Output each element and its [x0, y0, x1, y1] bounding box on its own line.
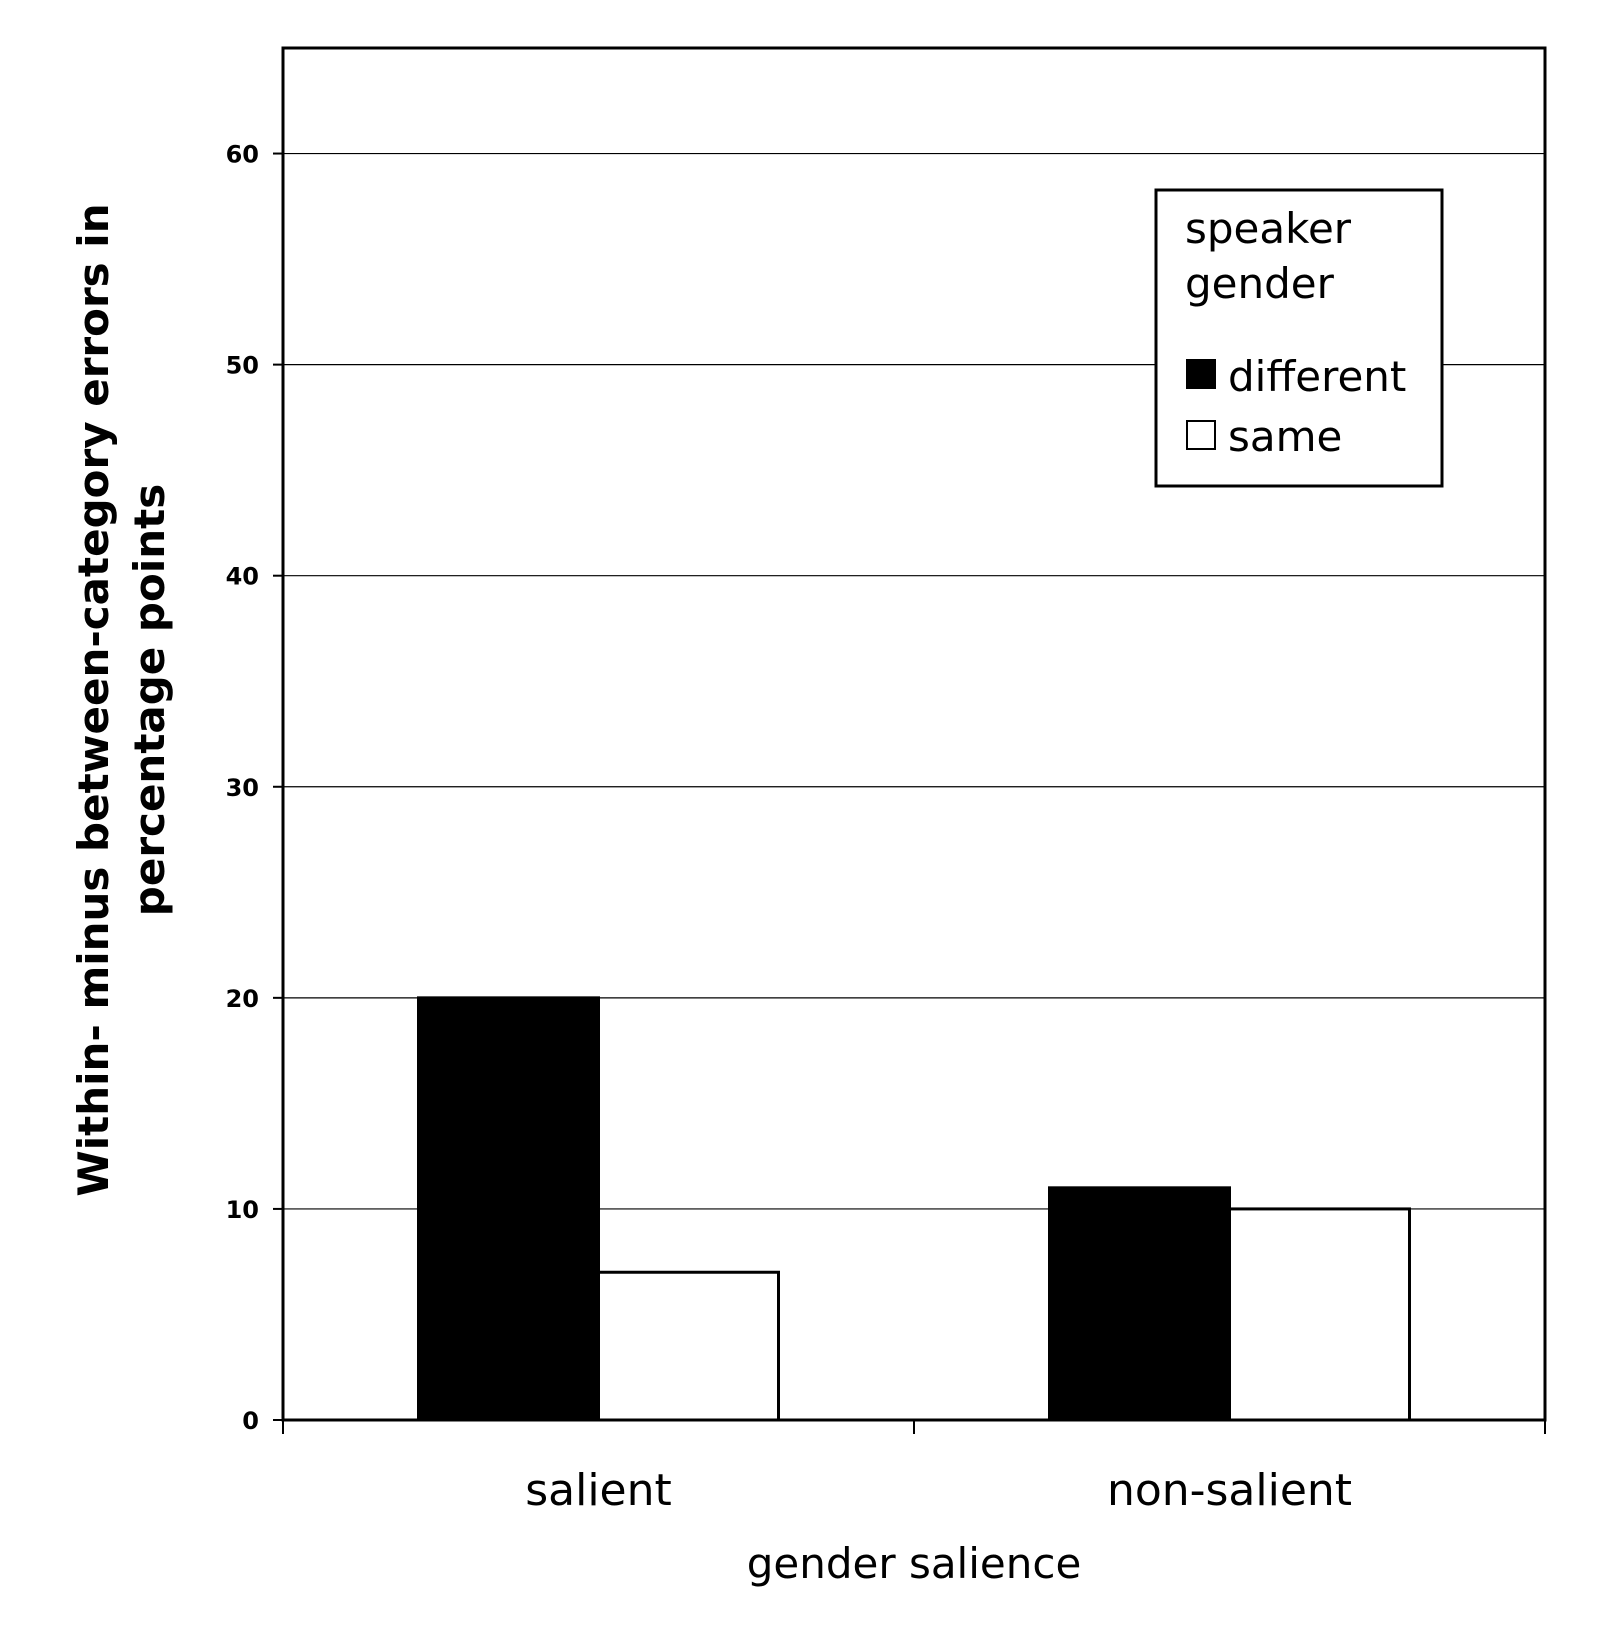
- x-category-label: non-salient: [1107, 1465, 1352, 1516]
- legend-swatch-same: [1186, 420, 1216, 450]
- x-category-label: salient: [525, 1465, 672, 1516]
- y-axis-title-line-2: percentage points: [125, 484, 174, 916]
- bar-same-non-salient: [1228, 1207, 1411, 1422]
- y-tick-label: 0: [242, 1407, 259, 1435]
- y-axis-ticks: 0 10 20 30 40 50 60: [226, 141, 283, 1435]
- legend: speaker gender different same: [1154, 188, 1444, 488]
- y-axis-title-line-1: Within- minus between-category errors in: [69, 203, 118, 1196]
- y-tick-label: 40: [226, 563, 259, 591]
- y-axis-title: Within- minus between-category errors in…: [69, 203, 174, 1196]
- y-tick-label: 50: [226, 352, 259, 380]
- y-tick-label: 30: [226, 774, 259, 802]
- legend-label-same: same: [1228, 412, 1342, 461]
- x-axis-title: gender salience: [747, 1539, 1082, 1588]
- bar-different-salient: [417, 996, 600, 1422]
- bars: [417, 996, 1411, 1422]
- y-tick-label: 20: [226, 985, 259, 1013]
- legend-label-different: different: [1228, 352, 1406, 401]
- bar-same-salient: [597, 1270, 780, 1422]
- legend-title-line-1: speaker: [1185, 204, 1352, 253]
- y-tick-label: 60: [226, 141, 259, 169]
- x-axis-ticks: salient non-salient: [282, 1418, 1546, 1516]
- y-tick-label: 10: [226, 1196, 259, 1224]
- bar-different-non-salient: [1048, 1186, 1231, 1422]
- legend-title-line-2: gender: [1185, 259, 1335, 308]
- legend-swatch-different: [1186, 359, 1216, 389]
